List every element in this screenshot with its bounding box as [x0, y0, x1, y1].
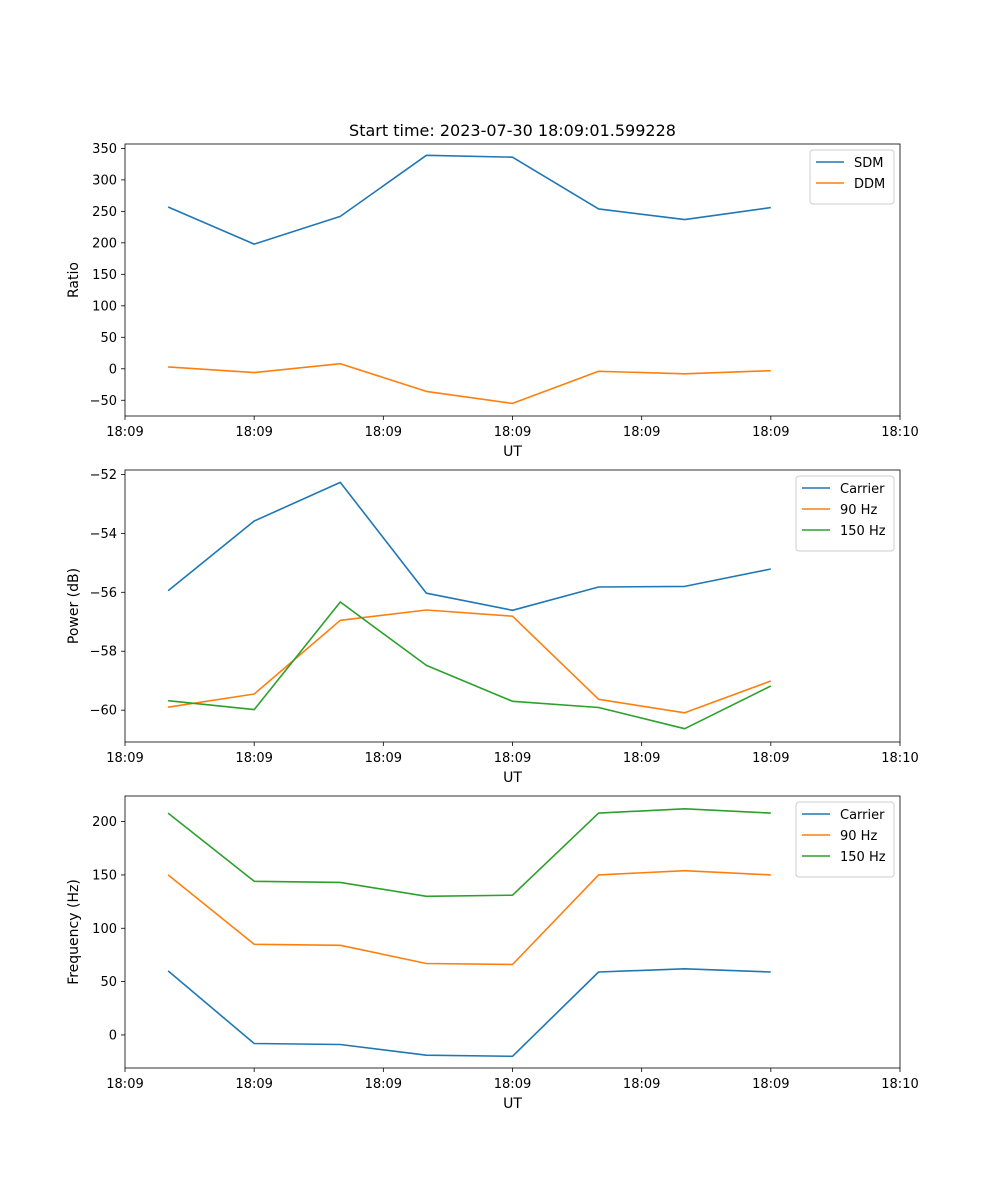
y-tick-label: 100 [92, 299, 117, 314]
x-tick-label: 18:09 [365, 1077, 402, 1092]
chart-panel-1: 18:09 18:09 18:09 18:09 18:09 18:09 18:10 −50 0 5… [66, 121, 919, 460]
x-tick-label: 18:09 [623, 751, 660, 766]
y-tick-label: 50 [100, 331, 117, 346]
x-tick-label: 18:09 [752, 425, 789, 440]
y-tick-label: −56 [90, 586, 117, 601]
x-tick-label: 18:09 [365, 425, 402, 440]
chart-panel-3: 18:09 18:09 18:09 18:09 18:09 18:09 18:10 0 50 10… [66, 795, 919, 1112]
y-tick-label: 200 [92, 236, 117, 251]
legend-entry-label: Carrier [840, 482, 885, 497]
y-tick-label: 0 [109, 362, 117, 377]
y-tick-label: 150 [92, 268, 117, 283]
x-tick-label: 18:09 [365, 751, 402, 766]
series-line-150-hz [168, 601, 772, 730]
y-tick-label: 0 [109, 1028, 117, 1043]
x-tick-label: 18:09 [235, 425, 272, 440]
series-line-150-hz [167, 807, 771, 898]
x-tick-label: 18:10 [881, 1077, 918, 1092]
series-line-carrier [167, 481, 771, 612]
chart-title: Start time: 2023-07-30 18:09:01.599228 [349, 121, 676, 140]
series-line-carrier [167, 967, 771, 1058]
series-line-90-hz [167, 869, 771, 966]
y-axis-label: Ratio [66, 262, 82, 298]
legend-entry-label: 150 Hz [840, 850, 886, 865]
legend-entry-label: DDM [854, 177, 885, 192]
y-tick-label: 350 [92, 142, 117, 157]
y-tick-label: 100 [92, 922, 117, 937]
legend-box [809, 149, 895, 205]
x-axis-label: UT [503, 1096, 522, 1112]
legend-box [795, 801, 895, 878]
y-axis-label: Power (dB) [66, 568, 82, 644]
legend-entry-label: Carrier [840, 808, 885, 823]
y-tick-label: 150 [92, 868, 117, 883]
x-tick-label: 18:09 [752, 1077, 789, 1092]
x-axis-label: UT [503, 770, 522, 786]
y-tick-label: −54 [90, 527, 117, 542]
legend-entry-label: SDM [854, 156, 883, 171]
legend-entry-label: 150 Hz [840, 524, 886, 539]
x-tick-label: 18:09 [235, 751, 272, 766]
x-tick-label: 18:09 [494, 425, 531, 440]
y-tick-label: 250 [92, 205, 117, 220]
legend-entry-label: 90 Hz [840, 503, 877, 518]
legend: Carrier 90 Hz 150 Hz [795, 475, 895, 552]
legend-entry-label: 90 Hz [840, 829, 877, 844]
y-tick-label: −52 [90, 468, 117, 483]
x-tick-label: 18:09 [623, 425, 660, 440]
chart-panel-2: 18:09 18:09 18:09 18:09 18:09 18:09 18:10 −60 −5… [66, 468, 919, 786]
legend-box [795, 475, 895, 552]
x-tick-label: 18:09 [623, 1077, 660, 1092]
y-tick-label: −60 [90, 704, 117, 719]
x-tick-label: 18:09 [752, 751, 789, 766]
y-tick-label: −50 [90, 394, 117, 409]
y-tick-label: 300 [92, 173, 117, 188]
x-tick-label: 18:09 [235, 1077, 272, 1092]
x-tick-label: 18:09 [494, 751, 531, 766]
series-line-sdm [167, 154, 771, 245]
y-tick-label: −58 [90, 645, 117, 660]
y-tick-label: 200 [92, 815, 117, 830]
series-line-90-hz [167, 609, 772, 714]
x-tick-label: 18:10 [881, 751, 918, 766]
legend: Carrier 90 Hz 150 Hz [795, 801, 895, 878]
series-line-ddm [168, 362, 771, 405]
x-tick-label: 18:09 [106, 425, 143, 440]
x-axis-label: UT [503, 444, 522, 460]
x-tick-label: 18:10 [881, 425, 918, 440]
x-tick-label: 18:09 [494, 1077, 531, 1092]
y-tick-label: 50 [100, 975, 117, 990]
legend: SDM DDM [809, 149, 895, 205]
y-axis-label: Frequency (Hz) [66, 879, 82, 985]
x-tick-label: 18:09 [106, 1077, 143, 1092]
x-tick-label: 18:09 [106, 751, 143, 766]
